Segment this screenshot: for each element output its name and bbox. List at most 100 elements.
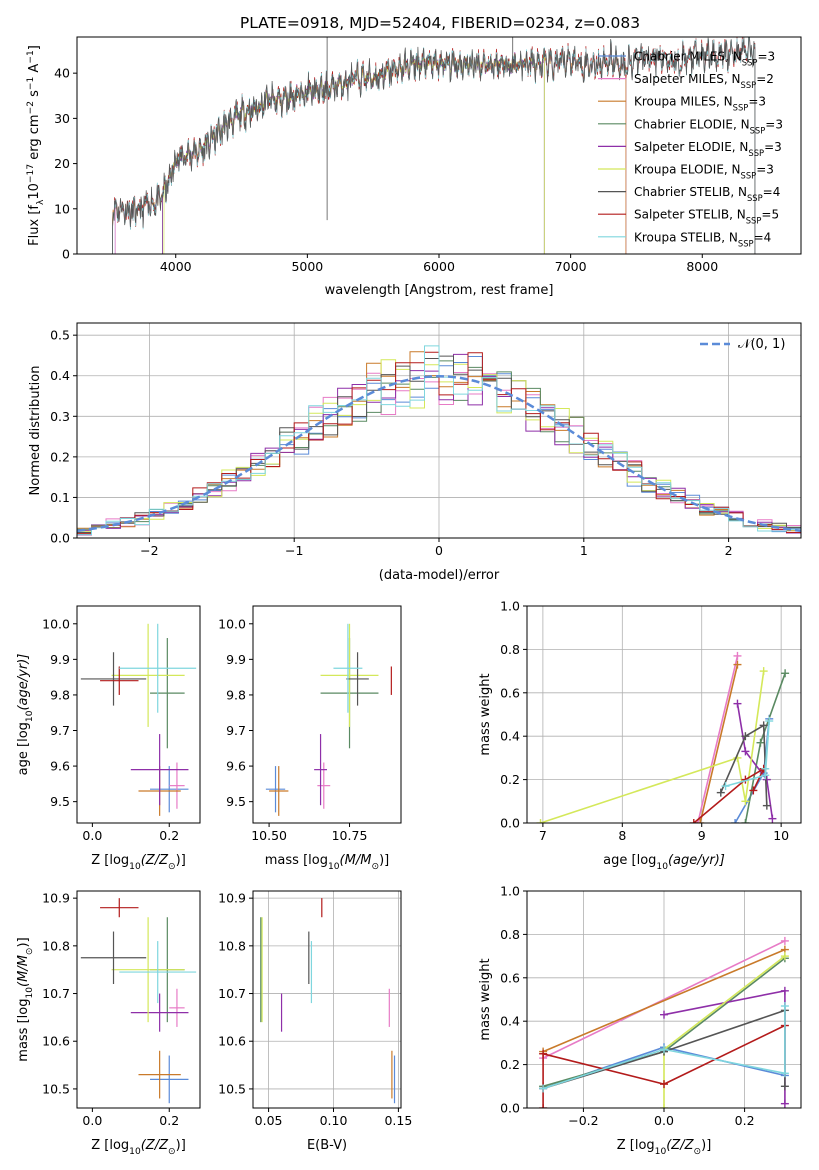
label-part: =4 (754, 230, 772, 244)
y-tick-label: 1.0 (500, 884, 520, 899)
weight-line (663, 955, 786, 1108)
axes-frame (252, 890, 402, 1109)
y-tick-label: 10.8 (42, 938, 70, 953)
y-tick-label: 9.5 (50, 794, 70, 809)
y-tick-label: 10.9 (42, 891, 70, 906)
legend-entry: 𝒩(0, 1) (738, 337, 785, 352)
y-tick-label: 10 (54, 201, 70, 216)
x-axis-label: age [log10(age/yr)] (603, 853, 725, 872)
x-tick-label: 0.0 (82, 1113, 102, 1128)
chart-mass-vs-Z: 0.0 0.210.510.610.710.810.9Z [log10(Z/Z⊙)… (16, 890, 201, 1157)
chart-age-vs-mass: 10.50 10.75 9.5 9.6 9.7 9.8 9.9 10.0 mass [log10… (218, 605, 402, 872)
y-tick-label: 0.4 (500, 1014, 520, 1029)
label-part: SSP (746, 216, 762, 226)
label-part: )] (176, 1138, 186, 1153)
y-tick-label: 10.9 (218, 891, 246, 906)
y-tick-label: 9.9 (226, 652, 246, 667)
legend-entry: Kroupa ELODIE, NSSP=3 (634, 163, 774, 181)
label-part: −17 (26, 164, 36, 183)
y-axis-label: mass weight (478, 958, 493, 1040)
y-tick-label: 0.1 (50, 490, 70, 505)
y-tick-label: 10.7 (218, 986, 246, 1001)
x-axis-label: Z [log10(Z/Z⊙)] (617, 1138, 712, 1157)
y-tick-label: 0.0 (500, 1101, 520, 1116)
label-part: =3 (748, 95, 766, 109)
label-part: =3 (764, 140, 782, 154)
label-part: Salpeter ELODIE, N (634, 140, 748, 154)
y-axis-label: age [log10(age/yr)] (16, 654, 35, 776)
label-part: )] (379, 853, 389, 868)
weight-line (725, 720, 770, 787)
y-tick-label: 40 (54, 66, 70, 81)
label-part: Z [log (617, 1138, 655, 1153)
label-part: ⊙ (25, 947, 35, 955)
label-part: (Z/Z (666, 1138, 694, 1153)
x-tick-label: 10.75 (332, 828, 368, 843)
label-part: Kroupa MILES, N (634, 95, 733, 109)
plot-area (536, 651, 790, 823)
y-tick-label: 10.8 (218, 938, 246, 953)
weight-line (542, 948, 786, 1053)
y-tick-label: 9.9 (50, 652, 70, 667)
x-axis-label: (data-model)/error (379, 568, 500, 583)
legend-entry: Kroupa MILES, NSSP=3 (634, 95, 766, 113)
label-part: A (27, 64, 42, 77)
x-tick-label: 7000 (555, 259, 587, 274)
x-tick-label: 0.05 (255, 1113, 283, 1128)
x-tick-label: 10.50 (251, 828, 287, 843)
label-part: 10 (129, 862, 141, 872)
x-tick-label: −0.2 (568, 1113, 598, 1128)
label-part: (M/M (16, 955, 31, 987)
plot-area (80, 623, 197, 816)
weight-line (693, 766, 766, 823)
y-tick-label: 9.8 (50, 687, 70, 702)
label-part: age [log (603, 853, 656, 868)
y-tick-label: 9.7 (226, 723, 246, 738)
y-tick-label: 0.2 (500, 772, 520, 787)
y-tick-label: 20 (54, 156, 70, 171)
label-part: (age/yr)] (16, 654, 31, 711)
label-part: 10 (655, 1147, 667, 1157)
y-tick-label: 0.5 (50, 328, 70, 343)
y-tick-label: 0.8 (500, 927, 520, 942)
label-part: SSP (733, 103, 749, 113)
label-part: SSP (741, 171, 757, 181)
weight-line (542, 1006, 786, 1090)
y-tick-label: 0.3 (50, 409, 70, 424)
x-axis-label: wavelength [Angstrom, rest frame] (325, 283, 554, 298)
chart-weight-vs-Z: −0.2 0.0 0.2 0.0 0.2 0.4 0.6 0.8 1.0 mass weight Z… (478, 884, 802, 1157)
y-tick-label: 0.0 (50, 531, 70, 546)
y-tick-label: 9.7 (50, 723, 70, 738)
histogram-salpeter-stelib (77, 351, 801, 535)
y-tick-label: 1.0 (500, 599, 520, 614)
x-tick-label: 8000 (686, 259, 718, 274)
x-tick-label: 6000 (423, 259, 455, 274)
y-axis-label: mass weight (478, 673, 493, 755)
x-tick-label: 0.10 (320, 1113, 348, 1128)
label-part: (Z/Z (141, 1138, 169, 1153)
y-tick-label: 0 (62, 247, 70, 262)
legend-entry: Salpeter MILES, NSSP=2 (634, 72, 774, 90)
figure-title: PLATE=0918, MJD=52404, FIBERID=0234, z=0… (240, 14, 640, 32)
y-tick-label: 0.2 (50, 449, 70, 464)
label-part: =5 (761, 208, 779, 222)
label-part: mass [log (265, 853, 328, 868)
weight-line (736, 703, 774, 819)
label-part: λ (36, 199, 46, 205)
x-tick-label: 4000 (160, 259, 192, 274)
label-part: Flux [f (27, 205, 42, 246)
label-part: SSP (750, 125, 766, 135)
label-part: Kroupa ELODIE, N (634, 163, 741, 177)
y-tick-label: 9.5 (226, 794, 246, 809)
y-tick-label: 30 (54, 111, 70, 126)
label-part: SSP (747, 193, 763, 203)
y-tick-label: 0.2 (500, 1057, 520, 1072)
weight-line (699, 664, 739, 823)
y-tick-label: 0.8 (500, 642, 520, 657)
y-tick-label: 0.4 (50, 368, 70, 383)
plot-area (80, 898, 197, 1104)
chart-weight-vs-age: 7 8 9 10 0.0 0.2 0.4 0.6 0.8 1.0 mass weight age [l… (478, 599, 802, 872)
y-tick-label: 10.5 (42, 1081, 70, 1096)
